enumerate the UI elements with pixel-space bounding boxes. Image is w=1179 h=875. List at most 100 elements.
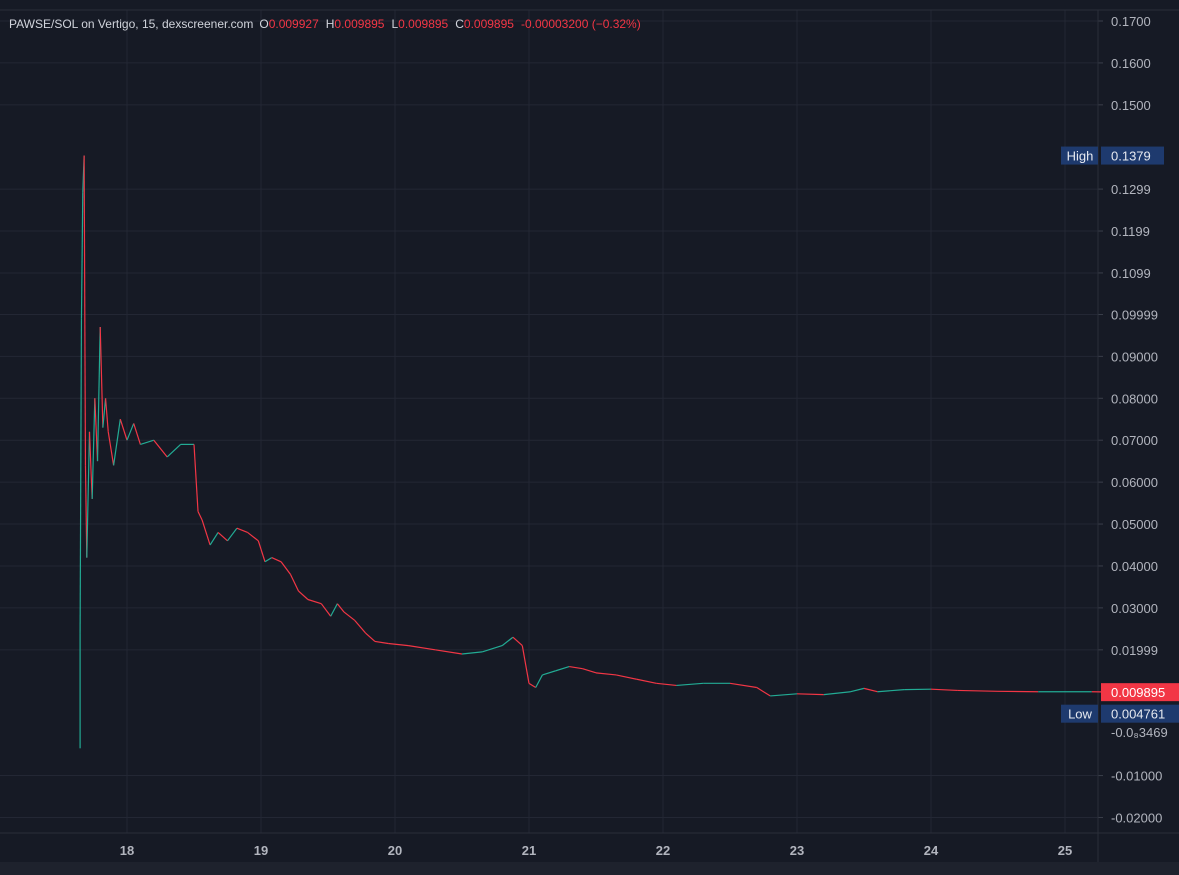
price-segment	[615, 674, 637, 680]
price-segment	[217, 531, 228, 542]
y-tick-label: 0.04000	[1111, 559, 1158, 574]
legend-open-key: O	[259, 17, 269, 31]
price-segment	[264, 557, 273, 563]
low-value-box	[1101, 704, 1179, 723]
legend-high-key: H	[325, 17, 335, 31]
price-segment	[770, 693, 798, 697]
y-tick-label: 0.08000	[1111, 391, 1158, 406]
x-tick-label: 19	[254, 843, 268, 858]
x-tick-label: 22	[656, 843, 670, 858]
price-segment	[461, 651, 483, 655]
y-tick-label: -0.01000	[1111, 769, 1162, 784]
price-segment	[289, 574, 300, 592]
price-segment	[863, 687, 878, 693]
price-segment	[569, 665, 583, 670]
y-tick-label: 0.1199	[1111, 224, 1150, 239]
price-segment	[107, 431, 115, 466]
price-segment	[153, 439, 168, 458]
legend-open-value: 0.009927	[268, 17, 319, 31]
price-segment	[595, 672, 617, 676]
y-tick-label: 0.09000	[1111, 349, 1158, 364]
price-segment	[330, 603, 338, 617]
price-segment	[83, 155, 87, 466]
price-segment	[850, 687, 865, 693]
price-segment	[388, 642, 409, 647]
plot-area[interactable]	[0, 10, 1098, 833]
price-segment	[729, 682, 757, 689]
x-tick-label: 21	[522, 843, 536, 858]
y-tick-label: 0.1299	[1111, 182, 1151, 197]
legend-low-key: L	[391, 17, 399, 31]
price-segment	[555, 665, 570, 672]
price-segment	[140, 439, 154, 445]
price-segment	[193, 444, 199, 512]
last-price-box	[1101, 683, 1179, 702]
legend-low-value: 0.009895	[398, 17, 449, 31]
y-tick-label: 0.06000	[1111, 475, 1158, 490]
price-segment	[104, 398, 109, 432]
legend-symbol: PAWSE/SOL on Vertigo, 15, dexscreener.co…	[9, 17, 254, 31]
price-segment	[343, 611, 356, 621]
price-segment	[756, 687, 771, 697]
price-segment	[79, 318, 83, 634]
price-segment	[512, 636, 523, 647]
x-tick-label: 24	[924, 843, 939, 858]
y-tick-label: 0.1600	[1111, 56, 1151, 71]
price-segment	[236, 527, 248, 533]
price-segment	[126, 423, 135, 441]
x-tick-label: 23	[790, 843, 804, 858]
y-tick-label: 0.09999	[1111, 307, 1158, 322]
price-segment	[521, 645, 530, 684]
y-tick-label: 0.1700	[1111, 14, 1151, 29]
price-segment	[307, 598, 322, 605]
legend-close-value: 0.009895	[463, 17, 514, 31]
legend-change: -0.00003200 (−0.32%)	[520, 17, 641, 31]
price-segment	[582, 668, 597, 674]
price-segment	[636, 678, 657, 684]
price-segment	[94, 398, 99, 462]
price-segment	[119, 419, 128, 441]
price-segment	[354, 620, 366, 634]
y-tick-label: 0.07000	[1111, 433, 1158, 448]
price-segment	[209, 532, 219, 546]
price-segment	[877, 689, 905, 693]
price-segment	[113, 419, 121, 466]
y-tick-label: 0.03000	[1111, 601, 1158, 616]
price-segment	[280, 561, 291, 575]
price-segment	[197, 511, 203, 521]
price-segment	[247, 531, 259, 542]
price-segment	[102, 398, 107, 428]
price-segment	[481, 645, 503, 653]
low-label-box	[1061, 704, 1098, 723]
price-segment	[408, 645, 436, 651]
price-segment	[201, 519, 211, 546]
price-segment	[542, 670, 556, 676]
last-price-value: 0.009895	[1111, 685, 1165, 700]
price-segment	[435, 649, 463, 655]
low-label: Low	[1068, 707, 1092, 722]
price-segment	[656, 682, 677, 687]
legend-close-key: C	[455, 17, 464, 31]
legend-high-value: 0.009895	[334, 17, 385, 31]
price-segment	[528, 682, 537, 689]
price-segment	[930, 688, 958, 692]
price-segment	[336, 603, 345, 613]
price-segment	[501, 636, 514, 647]
price-segment	[91, 398, 96, 499]
price-segment	[133, 423, 141, 445]
price-segment	[374, 640, 389, 645]
price-segment	[227, 527, 238, 542]
bottom-bar	[0, 862, 1179, 875]
y-tick-label: -0.02000	[1111, 810, 1162, 825]
y-tick-label: 0.05000	[1111, 517, 1158, 532]
high-value-box	[1101, 146, 1164, 165]
price-segment	[96, 327, 101, 462]
y-tick-label: 0.1500	[1111, 98, 1151, 113]
price-segment	[86, 431, 91, 558]
x-tick-label: 20	[388, 843, 402, 858]
price-segment	[99, 327, 104, 428]
x-tick-label: 25	[1058, 843, 1072, 858]
y-tick-label: 0.01999	[1111, 643, 1158, 658]
